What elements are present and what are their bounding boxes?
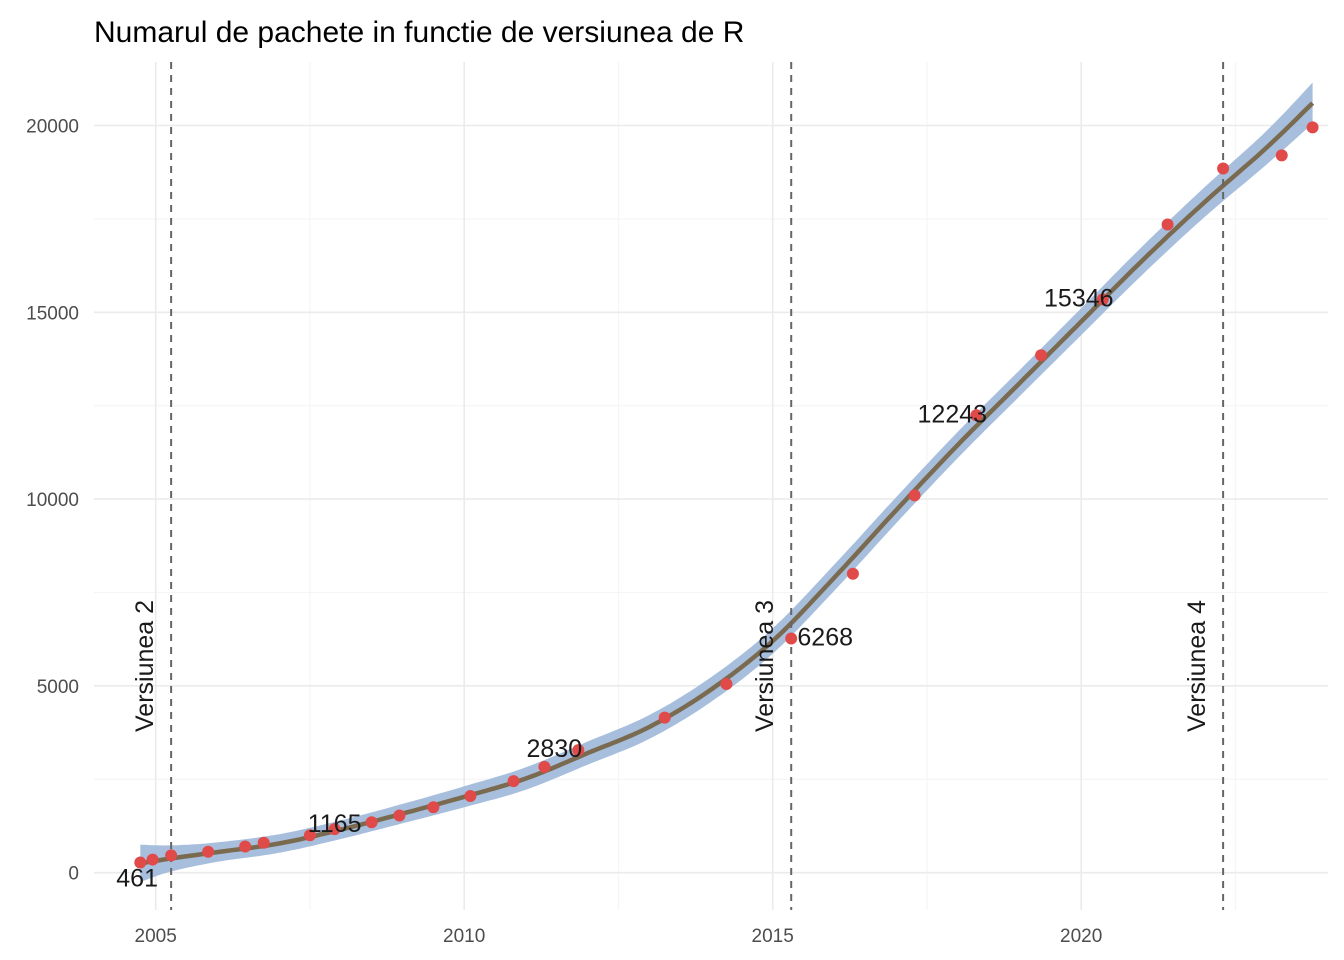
data-point <box>507 775 520 788</box>
data-point <box>1161 218 1174 231</box>
data-point <box>846 567 859 580</box>
data-point <box>202 845 215 858</box>
major-grid <box>94 62 1328 910</box>
version-lines: Versiunea 2 Versiunea 3 Versiunea 4 <box>131 62 1225 910</box>
data-point <box>239 840 252 853</box>
smooth-line-layer <box>139 101 1315 866</box>
data-point <box>1035 349 1048 362</box>
y-tick-label: 15000 <box>26 303 79 324</box>
version-label: Versiunea 4 <box>1183 600 1211 732</box>
smooth-line <box>139 101 1315 866</box>
point-label: 12243 <box>918 400 988 428</box>
data-point <box>1275 149 1288 162</box>
data-point <box>165 849 178 862</box>
data-point <box>1306 121 1319 134</box>
version-label: Versiunea 3 <box>751 600 779 732</box>
data-point <box>970 409 983 422</box>
data-point <box>146 853 159 866</box>
point-label: 15346 <box>1044 284 1114 312</box>
data-point <box>257 836 270 849</box>
x-tick-label: 2010 <box>443 926 485 947</box>
point-label: 461 <box>116 864 158 892</box>
data-points <box>134 121 1319 869</box>
data-point <box>785 632 798 645</box>
y-tick-label: 20000 <box>26 117 79 138</box>
data-point <box>1096 293 1109 306</box>
data-point <box>365 816 378 829</box>
y-tick-label: 5000 <box>37 677 79 698</box>
point-label: 2830 <box>527 735 583 763</box>
chart-title: Numarul de pachete in functie de versiun… <box>94 16 744 49</box>
y-tick-label: 10000 <box>26 490 79 511</box>
y-tick-label: 0 <box>68 864 79 885</box>
data-point <box>720 677 733 690</box>
x-tick-label: 2015 <box>752 926 794 947</box>
x-tick-label: 2020 <box>1060 926 1102 947</box>
confidence-band-layer <box>140 82 1313 882</box>
data-point <box>328 823 341 836</box>
data-point <box>1217 162 1230 175</box>
data-point <box>134 856 147 869</box>
point-labels: 461 1165 2830 6268 12243 15346 <box>116 284 1113 892</box>
x-tick-label: 2005 <box>135 926 177 947</box>
data-point <box>908 489 921 502</box>
point-label: 1165 <box>308 810 362 838</box>
confidence-band <box>140 82 1313 882</box>
data-point <box>393 809 406 822</box>
data-point <box>658 711 671 724</box>
data-point <box>427 801 440 814</box>
data-point <box>464 790 477 803</box>
minor-grid <box>94 62 1328 910</box>
data-point <box>303 829 316 842</box>
version-label: Versiunea 2 <box>131 600 159 732</box>
data-point <box>572 744 585 757</box>
data-point <box>538 760 551 773</box>
axis-tick-labels: 2005 2010 2015 2020 0 5000 10000 15000 20000 <box>26 117 1102 947</box>
point-label: 6268 <box>797 623 853 651</box>
